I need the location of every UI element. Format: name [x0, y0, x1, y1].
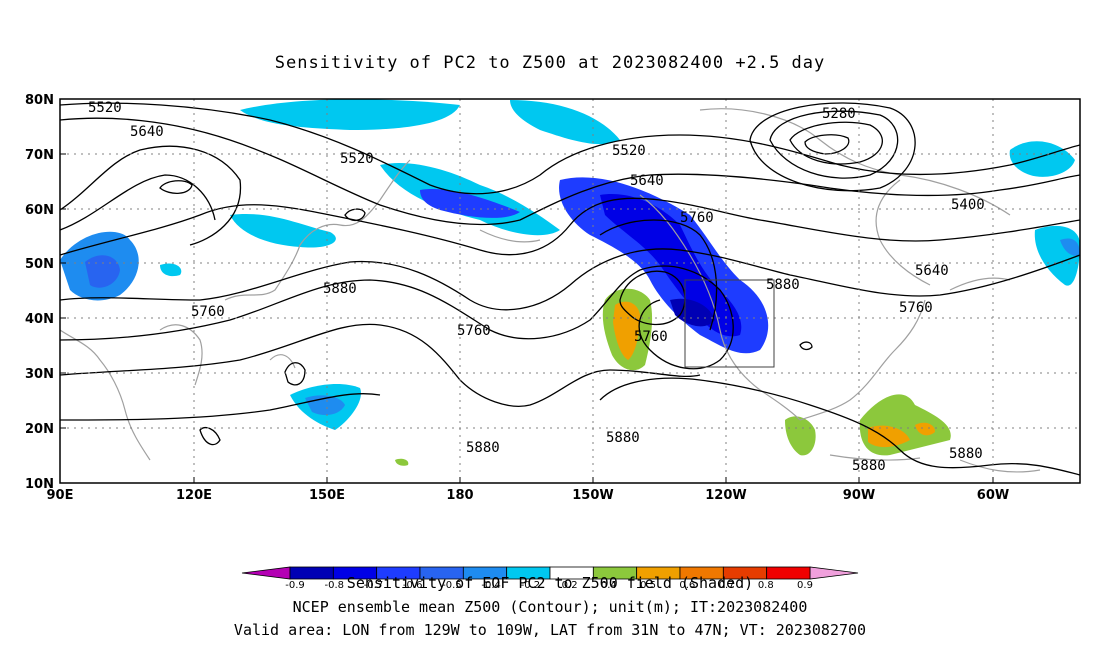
contour-label: 5880 — [852, 458, 886, 474]
lat-label: 70N — [25, 148, 54, 163]
contour-label: 5640 — [915, 263, 949, 279]
colorbar-label: 0.6 — [679, 580, 695, 591]
colorbar-label: -0.6 — [403, 580, 423, 591]
colorbar: -0.9 -0.8 -0.7 -0.6 -0.5 -0.4 -0.2 0.2 0.4 0.5 0.6… — [241, 566, 859, 591]
shade-region — [613, 301, 640, 360]
colorbar-label: -0.5 — [442, 580, 462, 591]
lon-label: 150W — [572, 488, 613, 503]
shade-region — [1009, 141, 1075, 177]
colorbar-high-arrow — [809, 566, 859, 580]
shade-region — [240, 99, 460, 130]
lat-label: 40N — [25, 312, 54, 327]
colorbar-cell — [289, 566, 334, 580]
shade-region — [510, 100, 620, 145]
plot-frame — [59, 98, 1081, 484]
contour-label: 5880 — [766, 277, 800, 293]
longitude-labels: 90E 120E 150E 180 150W 120W 90W 60W — [47, 488, 1010, 503]
contour-label: 5880 — [466, 440, 500, 456]
shade-region — [670, 298, 715, 327]
lon-label: 120E — [176, 488, 212, 503]
colorbar-label: -0.7 — [364, 580, 384, 591]
valid-area-box — [684, 279, 775, 368]
plot-area: 5520 5640 5520 5520 5640 5760 5280 5400 … — [60, 99, 1080, 483]
contour-label: 5760 — [634, 329, 668, 345]
figure-title: Sensitivity of PC2 to Z500 at 2023082400… — [275, 53, 826, 73]
coastlines — [60, 108, 1041, 473]
shade-region — [859, 394, 951, 456]
footer-line-1: Sensitivity of EOF PC2 to Z500 field (Sh… — [347, 574, 753, 592]
shade-region — [230, 213, 336, 248]
shade-region — [915, 422, 935, 436]
contour-label: 5760 — [457, 323, 491, 339]
shade-region — [85, 255, 120, 288]
z500-contours — [60, 102, 1080, 476]
contour-label: 5760 — [191, 304, 225, 320]
lat-label: 10N — [25, 477, 54, 492]
lat-label: 30N — [25, 367, 54, 382]
contour-labels: 5520 5640 5520 5520 5640 5760 5280 5400 … — [88, 100, 985, 474]
contour-label: 5520 — [340, 151, 374, 167]
contour-label: 5880 — [323, 281, 357, 297]
contour-label: 5520 — [612, 143, 646, 159]
lat-label: 50N — [25, 257, 54, 272]
contour-label: 5880 — [606, 430, 640, 446]
axis-ticks — [60, 98, 994, 483]
colorbar-label: -0.2 — [521, 580, 541, 591]
colorbar-label: 0.4 — [601, 580, 617, 591]
lon-label: 90W — [843, 488, 875, 503]
latitude-labels: 80N 70N 60N 50N 40N 30N 20N 10N — [25, 93, 54, 492]
colorbar-cell — [766, 566, 811, 580]
contour-label: 5280 — [822, 106, 856, 122]
lon-label: 150E — [309, 488, 345, 503]
colorbar-label: 0.5 — [640, 580, 656, 591]
colorbar-label: -0.4 — [481, 580, 501, 591]
lon-label: 120W — [705, 488, 746, 503]
footer-line-3: Valid area: LON from 129W to 109W, LAT f… — [234, 621, 866, 639]
shade-region — [160, 263, 182, 277]
colorbar-label: 0.9 — [797, 580, 813, 591]
colorbar-label: -0.8 — [324, 580, 344, 591]
contour-label: 5880 — [949, 446, 983, 462]
shade-region — [600, 194, 742, 337]
gridlines — [60, 99, 1080, 483]
colorbar-label: 0.7 — [719, 580, 735, 591]
footer-line-2: NCEP ensemble mean Z500 (Contour); unit(… — [293, 598, 808, 616]
lat-label: 20N — [25, 422, 54, 437]
contour-label: 5400 — [951, 197, 985, 213]
contour-label: 5640 — [130, 124, 164, 140]
colorbar-label: 0.2 — [562, 580, 578, 591]
shade-region — [785, 416, 816, 456]
shade-region — [1060, 238, 1080, 256]
lon-label: 60W — [977, 488, 1009, 503]
shade-region — [395, 458, 409, 466]
shade-region — [420, 189, 520, 218]
shade-region — [1034, 225, 1080, 286]
lon-label: 90E — [47, 488, 74, 503]
lon-label: 180 — [446, 488, 473, 503]
contour-label: 5640 — [630, 173, 664, 189]
contour-label: 5520 — [88, 100, 122, 116]
lat-label: 60N — [25, 203, 54, 218]
sensitivity-shading — [60, 99, 1080, 466]
colorbar-label: 0.8 — [758, 580, 774, 591]
contour-label: 5760 — [680, 210, 714, 226]
colorbar-label: -0.9 — [285, 580, 305, 591]
shade-region — [868, 425, 910, 448]
contour-label: 5760 — [899, 300, 933, 316]
lat-label: 80N — [25, 93, 54, 108]
colorbar-low-arrow — [241, 566, 291, 580]
